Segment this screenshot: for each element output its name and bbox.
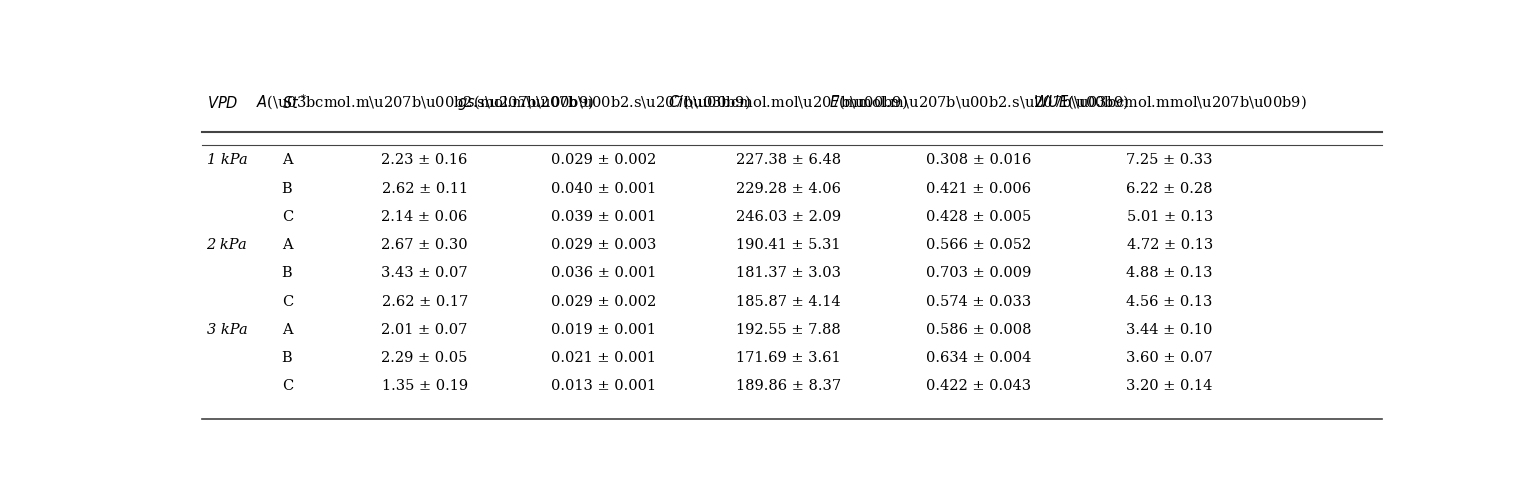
Text: 2.01 ± 0.07: 2.01 ± 0.07 bbox=[381, 323, 468, 337]
Text: 181.37 ± 3.03: 181.37 ± 3.03 bbox=[735, 266, 841, 280]
Text: 0.029 ± 0.002: 0.029 ± 0.002 bbox=[551, 295, 657, 309]
Text: 1.35 ± 0.19: 1.35 ± 0.19 bbox=[381, 379, 468, 393]
Text: $\mathit{gs}$(mol.m\u207b\u00b2.s\u207b\u00b9): $\mathit{gs}$(mol.m\u207b\u00b2.s\u207b\… bbox=[457, 93, 751, 112]
Text: C: C bbox=[281, 379, 292, 393]
Text: 4.56 ± 0.13: 4.56 ± 0.13 bbox=[1126, 295, 1213, 309]
Text: 4.72 ± 0.13: 4.72 ± 0.13 bbox=[1126, 238, 1213, 252]
Text: 1 kPa: 1 kPa bbox=[206, 153, 248, 167]
Text: 5.01 ± 0.13: 5.01 ± 0.13 bbox=[1126, 210, 1213, 224]
Text: A: A bbox=[281, 323, 292, 337]
Text: 227.38 ± 6.48: 227.38 ± 6.48 bbox=[735, 153, 841, 167]
Text: 2.62 ± 0.11: 2.62 ± 0.11 bbox=[381, 182, 468, 196]
Text: $\mathit{E}$(mmol.m\u207b\u00b2.s\u207b\u00b9): $\mathit{E}$(mmol.m\u207b\u00b2.s\u207b\… bbox=[829, 94, 1129, 112]
Text: 2.62 ± 0.17: 2.62 ± 0.17 bbox=[381, 295, 468, 309]
Text: 190.41 ± 5.31: 190.41 ± 5.31 bbox=[737, 238, 840, 252]
Text: 0.039 ± 0.001: 0.039 ± 0.001 bbox=[551, 210, 657, 224]
Text: 0.428 ± 0.005: 0.428 ± 0.005 bbox=[926, 210, 1032, 224]
Text: A: A bbox=[281, 238, 292, 252]
Text: 0.029 ± 0.003: 0.029 ± 0.003 bbox=[551, 238, 657, 252]
Text: 0.036 ± 0.001: 0.036 ± 0.001 bbox=[551, 266, 657, 280]
Text: 7.25 ± 0.33: 7.25 ± 0.33 bbox=[1126, 153, 1213, 167]
Text: 4.88 ± 0.13: 4.88 ± 0.13 bbox=[1126, 266, 1213, 280]
Text: B: B bbox=[281, 351, 292, 365]
Text: B: B bbox=[281, 182, 292, 196]
Text: 3.44 ± 0.10: 3.44 ± 0.10 bbox=[1126, 323, 1213, 337]
Text: 0.029 ± 0.002: 0.029 ± 0.002 bbox=[551, 153, 657, 167]
Text: 0.574 ± 0.033: 0.574 ± 0.033 bbox=[926, 295, 1032, 309]
Text: 0.021 ± 0.001: 0.021 ± 0.001 bbox=[551, 351, 657, 365]
Text: 185.87 ± 4.14: 185.87 ± 4.14 bbox=[735, 295, 841, 309]
Text: $\mathit{Ci}$(\u03bcmol.mol\u207b\u00b9): $\mathit{Ci}$(\u03bcmol.mol\u207b\u00b9) bbox=[669, 94, 907, 112]
Text: $\mathit{St}^*$: $\mathit{St}^*$ bbox=[281, 93, 306, 112]
Text: 0.634 ± 0.004: 0.634 ± 0.004 bbox=[926, 351, 1032, 365]
Text: A: A bbox=[281, 153, 292, 167]
Text: 189.86 ± 8.37: 189.86 ± 8.37 bbox=[735, 379, 841, 393]
Text: 171.69 ± 3.61: 171.69 ± 3.61 bbox=[735, 351, 841, 365]
Text: $\mathit{VPD}$: $\mathit{VPD}$ bbox=[206, 95, 238, 111]
Text: 0.019 ± 0.001: 0.019 ± 0.001 bbox=[551, 323, 657, 337]
Text: 0.703 ± 0.009: 0.703 ± 0.009 bbox=[926, 266, 1032, 280]
Text: 0.013 ± 0.001: 0.013 ± 0.001 bbox=[551, 379, 657, 393]
Text: 3.60 ± 0.07: 3.60 ± 0.07 bbox=[1126, 351, 1213, 365]
Text: B: B bbox=[281, 266, 292, 280]
Text: 0.566 ± 0.052: 0.566 ± 0.052 bbox=[926, 238, 1032, 252]
Text: 2.29 ± 0.05: 2.29 ± 0.05 bbox=[381, 351, 468, 365]
Text: 6.22 ± 0.28: 6.22 ± 0.28 bbox=[1126, 182, 1213, 196]
Text: $\mathit{A}$(\u03bcmol.m\u207b\u00b2.s\u207b\u00b9): $\mathit{A}$(\u03bcmol.m\u207b\u00b2.s\u… bbox=[255, 94, 594, 112]
Text: 0.308 ± 0.016: 0.308 ± 0.016 bbox=[926, 153, 1032, 167]
Text: 3 kPa: 3 kPa bbox=[206, 323, 248, 337]
Text: 3.43 ± 0.07: 3.43 ± 0.07 bbox=[381, 266, 468, 280]
Text: 192.55 ± 7.88: 192.55 ± 7.88 bbox=[735, 323, 841, 337]
Text: 2 kPa: 2 kPa bbox=[206, 238, 248, 252]
Text: 2.14 ± 0.06: 2.14 ± 0.06 bbox=[381, 210, 468, 224]
Text: 3.20 ± 0.14: 3.20 ± 0.14 bbox=[1126, 379, 1213, 393]
Text: 0.422 ± 0.043: 0.422 ± 0.043 bbox=[926, 379, 1032, 393]
Text: 0.421 ± 0.006: 0.421 ± 0.006 bbox=[926, 182, 1032, 196]
Text: 2.67 ± 0.30: 2.67 ± 0.30 bbox=[381, 238, 468, 252]
Text: C: C bbox=[281, 295, 292, 309]
Text: 2.23 ± 0.16: 2.23 ± 0.16 bbox=[381, 153, 468, 167]
Text: 229.28 ± 4.06: 229.28 ± 4.06 bbox=[735, 182, 841, 196]
Text: $\mathit{WUE}$(\u03bcmol.mmol\u207b\u00b9): $\mathit{WUE}$(\u03bcmol.mmol\u207b\u00b… bbox=[1034, 94, 1306, 112]
Text: C: C bbox=[281, 210, 292, 224]
Text: 0.586 ± 0.008: 0.586 ± 0.008 bbox=[926, 323, 1032, 337]
Text: 246.03 ± 2.09: 246.03 ± 2.09 bbox=[735, 210, 841, 224]
Text: 0.040 ± 0.001: 0.040 ± 0.001 bbox=[551, 182, 657, 196]
